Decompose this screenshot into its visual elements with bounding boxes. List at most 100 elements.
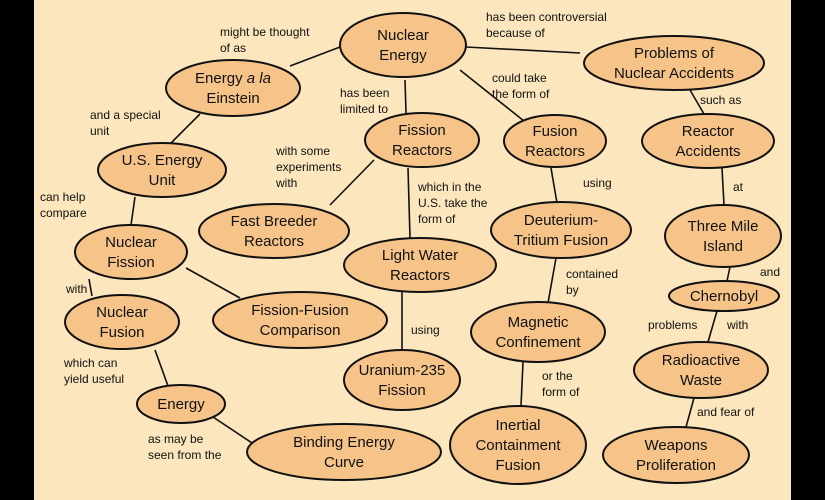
node-label: Chernobyl [690,288,758,305]
node-ellipse [212,291,388,349]
link-phrase-line: and [760,265,780,279]
concept-node-radioactive-waste[interactable]: Radioactive Waste [633,341,769,399]
concept-node-fusion-reactors[interactable]: Fusion Reactors [503,114,607,168]
link-phrase-using-1: using [583,176,612,190]
node-label: Light Water [382,247,458,264]
node-label: Fission-Fusion [251,302,349,319]
node-label: Fusion [532,123,577,140]
link-phrase-line: the form of [492,87,550,101]
node-label: Accidents [675,143,740,160]
link-phrase-line: and a special [90,108,161,122]
link-phrase-line: has been [340,86,389,100]
concept-node-magnetic-confinement[interactable]: Magnetic Confinement [470,301,606,363]
connector-line [88,278,93,297]
node-label: Inertial [495,417,540,434]
node-label: Fission [378,382,426,399]
concept-node-fission-reactors[interactable]: Fission Reactors [364,112,480,168]
connector-line [707,310,718,343]
concept-node-problems-accidents[interactable]: Problems of Nuclear Accidents [583,35,765,91]
link-phrase-line: unit [90,124,110,138]
node-label: Unit [149,172,177,189]
node-label: Nuclear [377,27,429,44]
connector-line [130,196,136,226]
concept-node-nuclear-fission[interactable]: Nuclear Fission [74,224,188,280]
node-label: Uranium-235 [359,362,446,379]
link-phrase-line: could take [492,71,547,85]
link-phrase-with-2: with [726,318,748,332]
node-ellipse [364,112,480,168]
concept-node-energy-einstein[interactable]: Energy a la Einstein [165,59,301,117]
concept-node-fission-fusion-comparison[interactable]: Fission-Fusion Comparison [212,291,388,349]
node-label: Binding Energy [293,434,395,451]
connector-line [459,69,525,122]
link-phrase-line: as may be [148,432,204,446]
link-phrase-line: using [411,323,440,337]
link-phrase-with-1: with [65,282,87,296]
link-phrase-line: seen from the [148,448,222,462]
node-ellipse [641,113,775,169]
link-phrase-or-the-form-of: or the form of [542,369,580,399]
node-label: Nuclear [96,304,148,321]
node-label: Radioactive [662,352,740,369]
node-label: Deuterium- [524,212,598,229]
link-phrase-line: of as [220,41,246,55]
concept-node-nuclear-energy[interactable]: Nuclear Energy [339,12,467,78]
node-ellipse [633,341,769,399]
concept-node-weapons-proliferation[interactable]: Weapons Proliferation [602,426,750,484]
link-phrase-line: experiments [276,160,341,174]
node-label: Containment [475,437,561,454]
connector-line [520,361,524,407]
link-phrase-line: which in the [417,180,482,194]
concept-node-light-water[interactable]: Light Water Reactors [343,237,497,293]
node-ellipse [668,280,780,312]
concept-node-energy[interactable]: Energy [136,384,226,424]
link-phrase-can-help-compare: can help compare [40,190,87,220]
concept-node-us-energy-unit[interactable]: U.S. Energy Unit [97,142,227,198]
node-label: Magnetic [508,314,569,331]
link-phrase-with-some-experiments-with: with some experiments with [275,144,341,190]
connector-line [154,349,169,387]
link-phrase-at: at [733,180,744,194]
link-phrase-line: problems [648,318,697,332]
link-phrase-which-can-yield-useful: which can yield useful [63,356,124,386]
node-label: Fusion [495,457,540,474]
link-phrase-has-been-limited-to: has been limited to [340,86,389,116]
node-ellipse [664,204,782,268]
concept-node-dt-fusion[interactable]: Deuterium- Tritium Fusion [490,201,632,259]
concept-node-u235-fission[interactable]: Uranium-235 Fission [343,349,461,411]
connector-line [689,89,705,115]
node-label: Reactor [682,123,735,140]
node-label: Problems of [634,45,715,62]
connector-line [547,257,557,304]
concept-node-chernobyl[interactable]: Chernobyl [668,280,780,312]
concept-node-nuclear-fusion[interactable]: Nuclear Fusion [64,294,180,350]
connector-line [289,46,341,67]
link-phrase-and-fear-of: and fear of [697,405,755,419]
link-phrase-line: which can [63,356,117,370]
node-ellipse [583,35,765,91]
connector-line [550,167,558,204]
link-phrase-might-be-thought-of-as: might be thought of as [220,25,310,55]
node-ellipse [339,12,467,78]
concept-node-fast-breeder[interactable]: Fast Breeder Reactors [198,203,350,259]
node-ellipse [64,294,180,350]
link-phrase-line: using [583,176,612,190]
connector-line [329,159,375,206]
link-phrase-line: with some [275,144,330,158]
link-phrase-using-2: using [411,323,440,337]
concept-map: Nuclear Energy Energy a la Einstein Problems… [34,0,791,500]
link-phrase-and: and [760,265,780,279]
node-label: Nuclear Accidents [614,65,734,82]
concept-node-inertial-containment[interactable]: Inertial Containment Fusion [449,405,587,485]
connector-line [404,79,407,114]
node-label: Weapons [644,437,707,454]
connector-line [209,414,256,446]
node-label: U.S. Energy [122,152,203,169]
concept-node-three-mile[interactable]: Three Mile Island [664,204,782,268]
link-phrase-line: or the [542,369,573,383]
node-ellipse [449,405,587,485]
node-ellipse [602,426,750,484]
node-label: Confinement [495,334,581,351]
concept-node-reactor-accidents[interactable]: Reactor Accidents [641,113,775,169]
concept-node-binding-energy-curve[interactable]: Binding Energy Curve [246,423,442,481]
